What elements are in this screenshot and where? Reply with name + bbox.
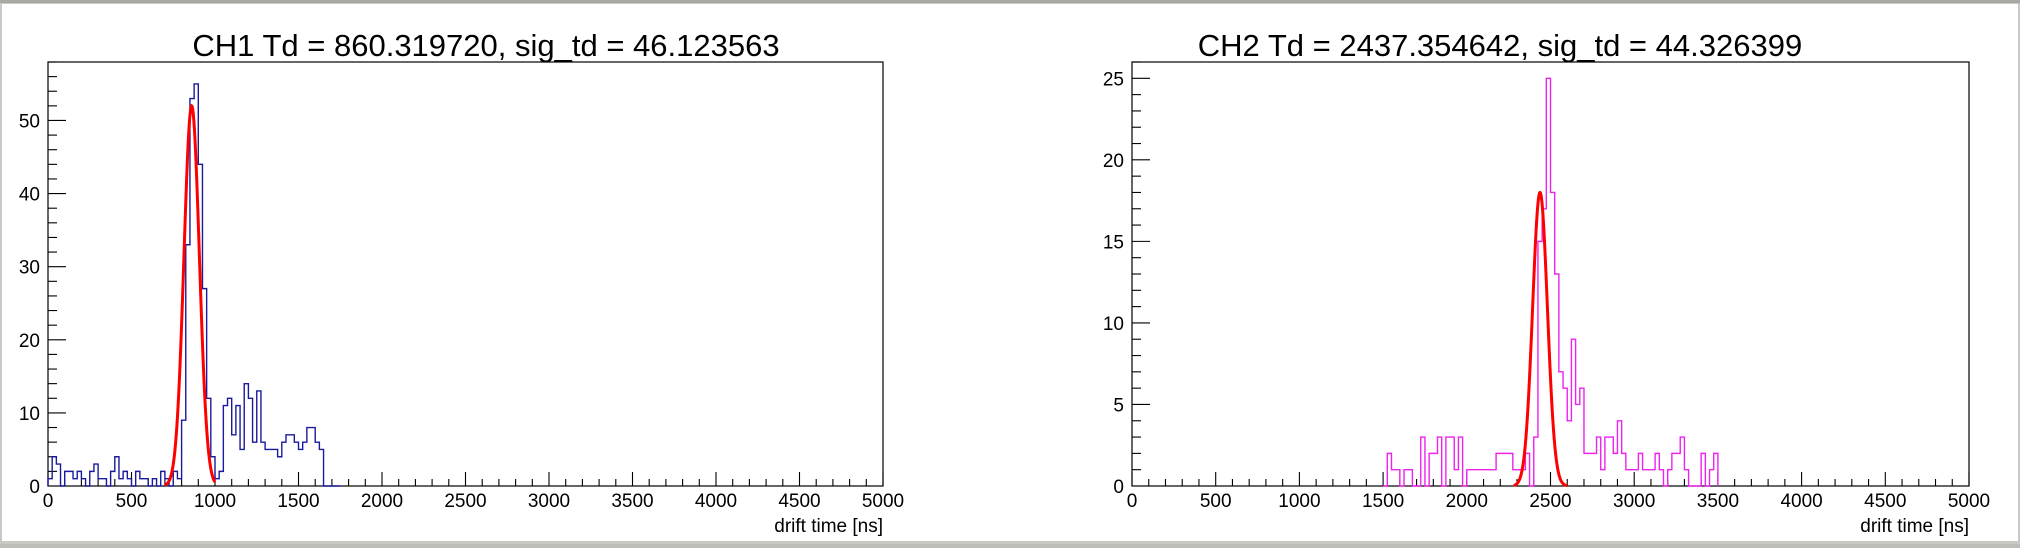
ch2-y-axis: 0 5 10 15 20 25 (1103, 61, 1150, 498)
ch2-histogram-series (1383, 77, 1719, 487)
ch2-y-tick-label: 15 (1103, 232, 1124, 253)
ch2-plot-title: CH2 Td = 2437.354642, sig_td = 44.326399 (1198, 28, 1802, 63)
ch2-x-tick-label: 2000 (1446, 491, 1488, 512)
ch2-x-tick-label: 1000 (1278, 491, 1320, 512)
ch1-x-tick-label: 2000 (361, 491, 403, 512)
ch1-x-tick-label: 4500 (778, 491, 820, 512)
canvas-background (2, 4, 2018, 541)
ch1-y-axis: 0 10 20 30 40 50 (19, 61, 66, 498)
ch1-histogram-series (47, 83, 341, 487)
ch1-y-tick-label: 40 (19, 185, 40, 206)
ch1-plot-title: CH1 Td = 860.319720, sig_td = 46.123563 (192, 28, 779, 63)
ch2-x-tick-label: 0 (1127, 491, 1138, 512)
ch1-histogram-pad[interactable]: CH1 Td = 860.319720, sig_td = 46.123563 … (19, 28, 904, 537)
ch1-y-tick-label: 30 (19, 258, 40, 279)
ch2-histogram-pad[interactable]: CH2 Td = 2437.354642, sig_td = 44.326399… (1103, 28, 1990, 537)
ch1-x-tick-label: 1000 (194, 491, 236, 512)
ch1-y-tick-label: 10 (19, 404, 40, 425)
ch1-y-tick-label: 50 (19, 111, 40, 132)
ch2-gaussian-fit-curve (1513, 190, 1568, 488)
ch2-x-tick-label: 3000 (1613, 491, 1655, 512)
ch1-x-tick-label: 500 (116, 491, 148, 512)
ch1-x-tick-label: 0 (43, 491, 54, 512)
ch2-y-tick-label: 20 (1103, 151, 1124, 172)
ch2-x-tick-label: 5000 (1948, 491, 1990, 512)
ch1-plot-frame (47, 61, 884, 487)
ch2-x-axis-title: drift time [ns] (1860, 516, 1969, 537)
ch2-y-tick-label: 0 (1113, 477, 1124, 498)
ch1-y-tick-label: 0 (29, 477, 40, 498)
ch1-x-tick-label: 3500 (611, 491, 653, 512)
ch2-x-tick-label: 2500 (1529, 491, 1571, 512)
ch1-x-tick-label: 2500 (444, 491, 486, 512)
ch1-gaussian-fit-curve (164, 103, 217, 487)
ch1-x-tick-label: 5000 (862, 491, 904, 512)
ch2-x-axis: 0 500 1000 1500 2000 2500 3000 3500 4000 4500 5000 (1127, 472, 1990, 512)
ch2-y-tick-label: 10 (1103, 314, 1124, 335)
ch2-y-tick-label: 25 (1103, 69, 1124, 90)
ch2-x-tick-label: 500 (1200, 491, 1232, 512)
ch2-y-tick-label: 5 (1113, 395, 1124, 416)
ch1-x-tick-label: 3000 (528, 491, 570, 512)
ch1-y-tick-label: 20 (19, 331, 40, 352)
ch2-x-tick-label: 4500 (1864, 491, 1906, 512)
ch1-x-tick-label: 1500 (277, 491, 319, 512)
ch2-x-tick-label: 1500 (1362, 491, 1404, 512)
ch1-x-axis-title: drift time [ns] (774, 516, 883, 537)
ch2-x-tick-label: 4000 (1780, 491, 1822, 512)
ch1-x-axis: 0 500 1000 1500 2000 2500 3000 3500 4000 4500 5000 (43, 472, 904, 512)
ch1-x-tick-label: 4000 (695, 491, 737, 512)
ch2-x-tick-label: 3500 (1697, 491, 1739, 512)
